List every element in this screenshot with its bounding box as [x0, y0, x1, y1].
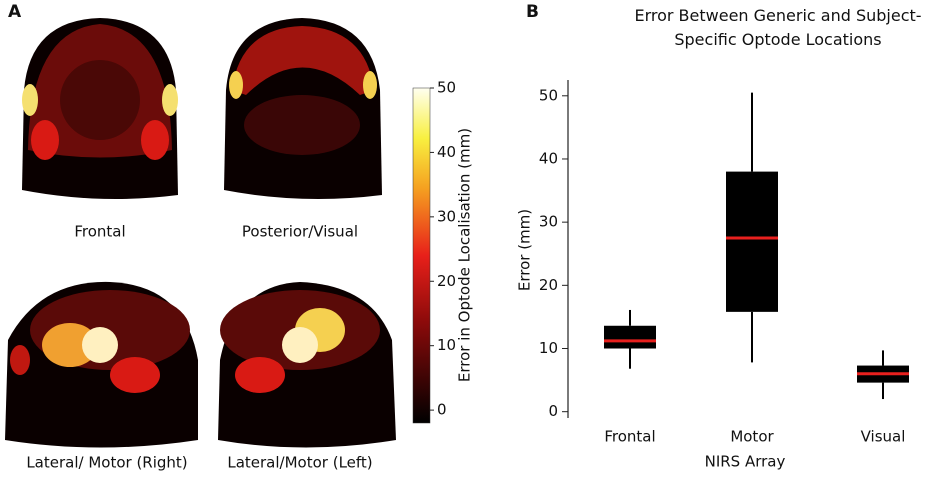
- y-tick-label: 10: [539, 339, 558, 357]
- colorbar-tick-label: 50: [437, 79, 456, 97]
- y-tick-label: 20: [539, 276, 558, 294]
- view-caption: Posterior/Visual: [242, 223, 358, 241]
- colorbar-tick-label: 20: [437, 272, 456, 290]
- y-tick-label: 50: [539, 86, 558, 104]
- chart-title: Error Between Generic and Subject-Specif…: [634, 6, 922, 49]
- view-caption: Lateral/ Motor (Right): [26, 454, 187, 472]
- colorbar-tick-label: 40: [437, 143, 456, 161]
- colorbar-tick-label: 10: [437, 336, 456, 354]
- head-posterior: [224, 18, 382, 199]
- x-tick-label: Frontal: [604, 428, 655, 446]
- view-caption: Frontal: [74, 223, 125, 241]
- view-caption: Lateral/Motor (Left): [227, 454, 372, 472]
- box: [604, 325, 656, 349]
- head-lateral-left: [218, 282, 396, 448]
- head-lateral-right: [5, 281, 198, 448]
- x-tick-label: Motor: [730, 428, 774, 446]
- colorbar-label: Error in Optode Localisation (mm): [456, 128, 474, 382]
- y-axis-label: Error (mm): [516, 209, 534, 291]
- head-frontal: [22, 18, 178, 199]
- y-tick-label: 40: [539, 149, 558, 167]
- box: [726, 171, 778, 312]
- colorbar-tick-label: 0: [437, 401, 447, 419]
- y-tick-label: 0: [548, 402, 558, 420]
- panel-label: A: [8, 2, 22, 22]
- colorbar: [412, 87, 431, 424]
- y-tick-label: 30: [539, 213, 558, 231]
- x-tick-label: Visual: [861, 428, 906, 446]
- x-axis-label: NIRS Array: [705, 453, 786, 471]
- panel-label: B: [526, 2, 539, 22]
- colorbar-tick-label: 30: [437, 207, 456, 225]
